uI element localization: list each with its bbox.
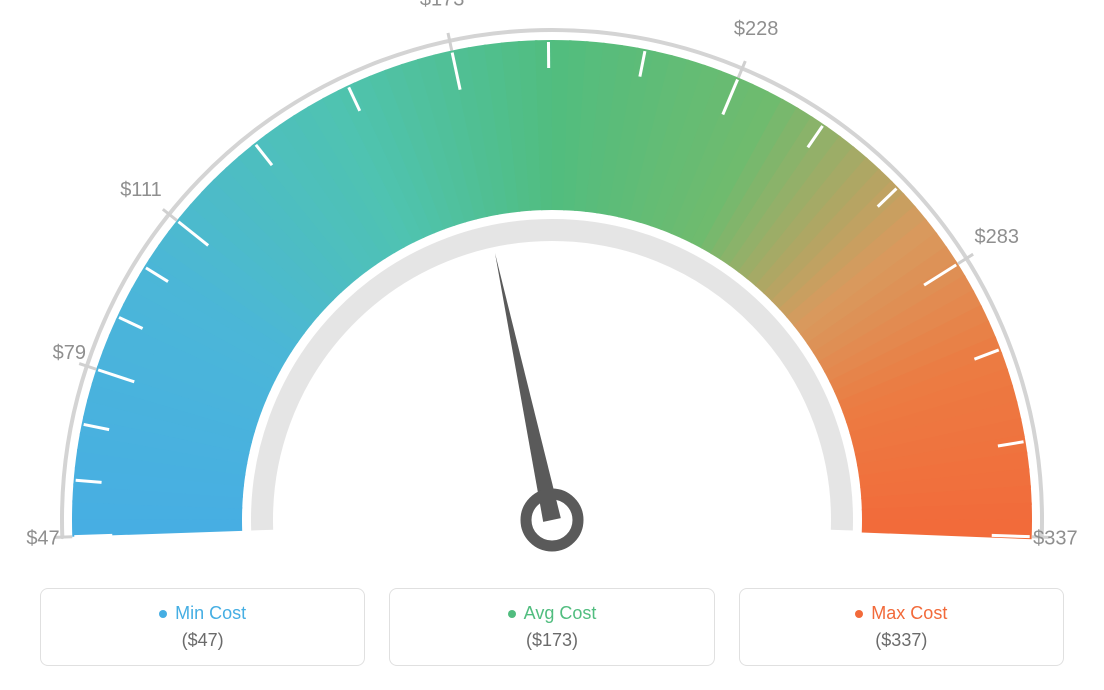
legend-min-label: Min Cost [159,603,246,624]
legend-avg-label-text: Avg Cost [524,603,597,624]
legend-avg-label: Avg Cost [508,603,597,624]
svg-text:$337: $337 [1033,527,1078,549]
legend-min-value: ($47) [41,630,364,651]
legend-min: Min Cost ($47) [40,588,365,666]
svg-text:$283: $283 [975,226,1020,248]
svg-text:$173: $173 [420,0,465,11]
svg-text:$111: $111 [120,179,162,201]
svg-text:$47: $47 [26,527,59,549]
legend-max-value: ($337) [740,630,1063,651]
gauge-svg: $47 $79 $111 $173 $228 $283 $337 [0,0,1104,574]
legend-row: Min Cost ($47) Avg Cost ($173) Max Cost … [40,588,1064,666]
svg-text:$79: $79 [53,342,86,364]
legend-max-label-text: Max Cost [871,603,947,624]
legend-max: Max Cost ($337) [739,588,1064,666]
legend-avg: Avg Cost ($173) [389,588,714,666]
legend-min-label-text: Min Cost [175,603,246,624]
svg-text:$228: $228 [734,18,779,40]
cost-gauge-chart: $47 $79 $111 $173 $228 $283 $337 Min Cost ($47… [0,0,1104,690]
legend-avg-value: ($173) [390,630,713,651]
legend-max-label: Max Cost [855,603,947,624]
